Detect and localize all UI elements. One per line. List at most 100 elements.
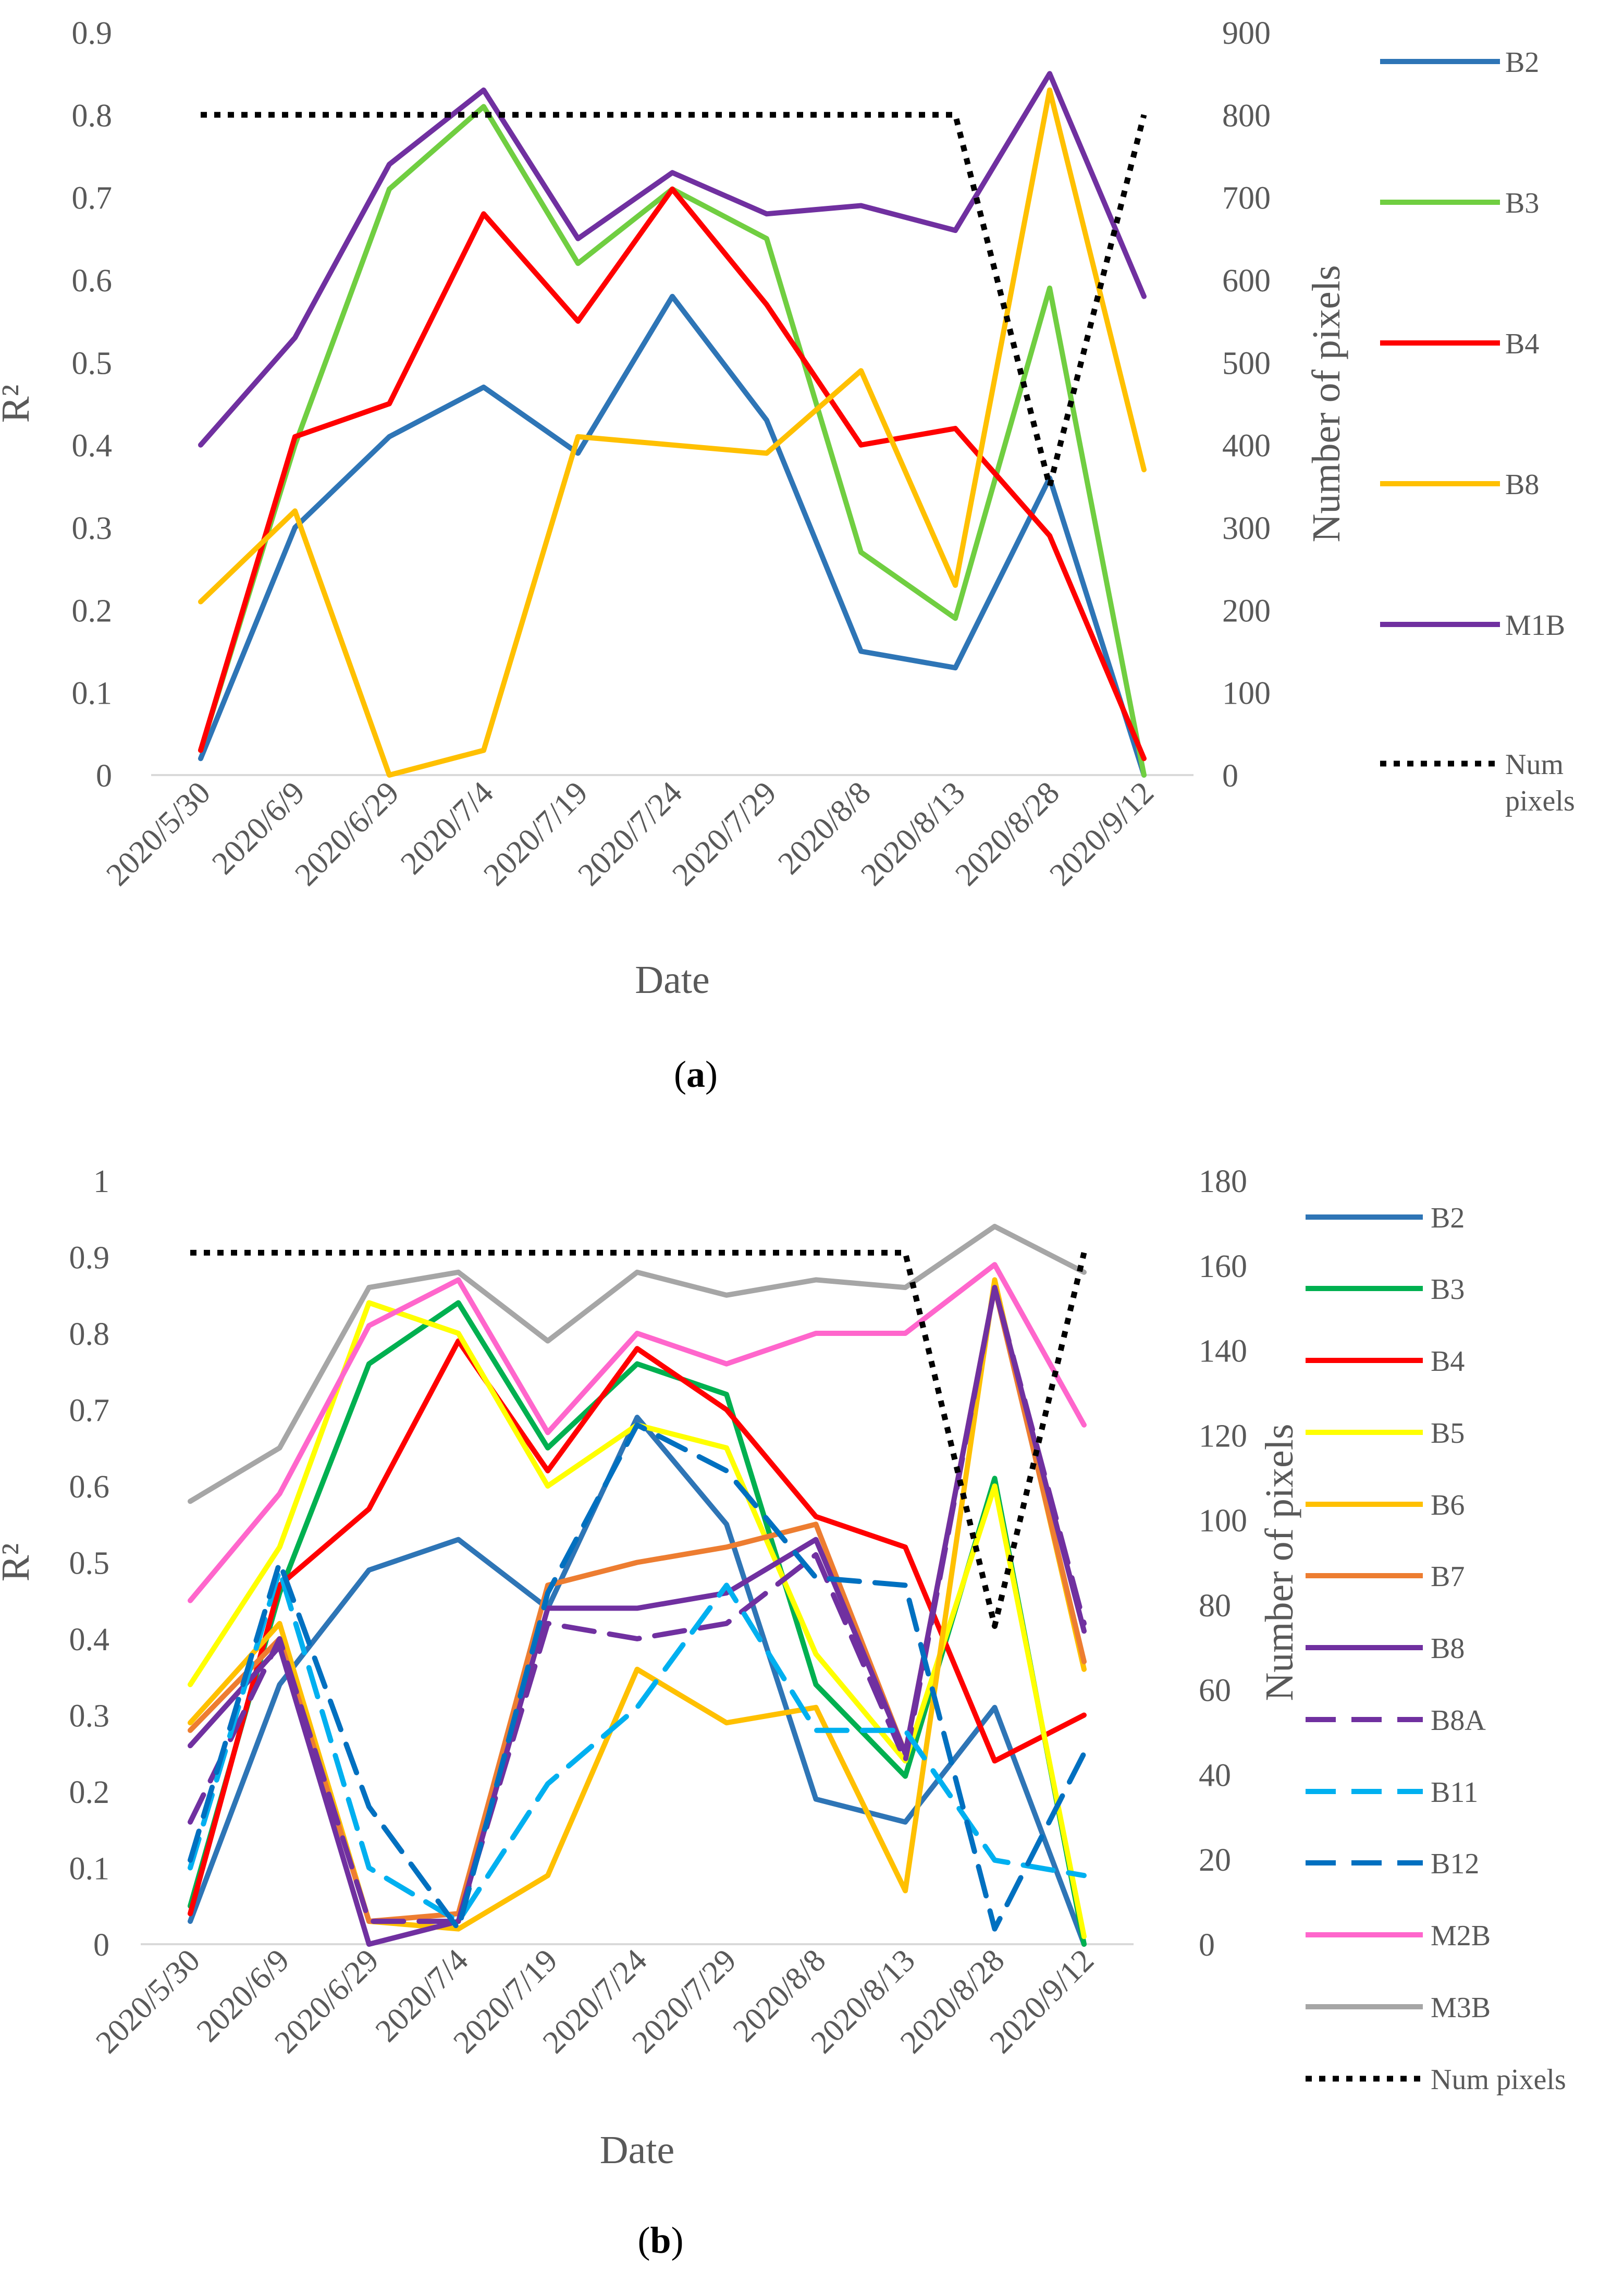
legend-label: B2 — [1431, 1202, 1465, 1234]
legend-entry: M2B — [1306, 1920, 1491, 1952]
y-right-axis-title: Number of pixels — [1305, 265, 1348, 543]
y-right-tick-label: 0 — [1199, 1928, 1215, 1963]
series-line-m2b — [188, 1262, 1087, 1603]
series-line-m1b — [198, 71, 1147, 448]
legend-label: Num — [1505, 748, 1564, 781]
legend-entry: B3 — [1306, 1273, 1465, 1306]
y-tick-label: 0.1 — [69, 1851, 110, 1887]
y-right-tick-label: 40 — [1199, 1758, 1231, 1793]
series-line-b8a — [188, 1285, 1087, 1924]
y-right-tick-label: 100 — [1199, 1503, 1247, 1539]
legend-label: M2B — [1431, 1920, 1491, 1952]
y-tick-label: 0.4 — [72, 428, 113, 464]
x-tick-label: 2020/9/12 — [1043, 775, 1161, 893]
y-right-tick-label: 900 — [1222, 16, 1271, 51]
legend-entry: Num pixels — [1380, 748, 1575, 817]
y-right-tick-label: 100 — [1222, 676, 1271, 711]
legend-entry: M3B — [1306, 1992, 1491, 2024]
legend-entry: B3 — [1380, 187, 1539, 219]
legend-entry: B5 — [1306, 1417, 1465, 1450]
legend-entry: M1B — [1380, 609, 1565, 642]
y-axis-right-ticks: 0 100 200 300 400 500 600 700 800 900 — [1222, 16, 1271, 794]
legend-entry: Num pixels — [1306, 2064, 1566, 2096]
caption-letter: a — [686, 1053, 705, 1095]
series-line-num-pixels — [201, 112, 1147, 489]
legend-label: B6 — [1431, 1489, 1465, 1521]
legend-entry: B8A — [1306, 1704, 1486, 1737]
y-axis-right-ticks: 0 20 40 60 80 100 120 140 160 180 — [1199, 1164, 1247, 1963]
legend-entry: B4 — [1306, 1345, 1465, 1378]
legend-label: B3 — [1431, 1273, 1465, 1306]
y-tick-label: 0.8 — [69, 1317, 110, 1352]
series-line-b4 — [188, 1338, 1087, 1917]
y-tick-label: 0.6 — [72, 263, 113, 299]
y-tick-label: 0 — [96, 758, 112, 794]
x-tick-label: 2020/7/29 — [666, 775, 783, 893]
y-right-tick-label: 300 — [1222, 511, 1271, 546]
panel-caption: (b) — [637, 2219, 683, 2261]
y-right-tick-label: 400 — [1222, 428, 1271, 464]
legend-label: B12 — [1431, 1848, 1479, 1880]
x-axis-title: Date — [635, 958, 709, 1002]
y-tick-label: 0.2 — [69, 1775, 110, 1810]
y-tick-label: 0.5 — [69, 1546, 110, 1581]
legend-label: B8A — [1431, 1704, 1486, 1737]
y-right-tick-label: 200 — [1222, 593, 1271, 629]
y-right-axis-title: Number of pixels — [1258, 1424, 1301, 1701]
series-line-b6 — [188, 1277, 1087, 1932]
y-tick-label: 0 — [93, 1928, 109, 1963]
x-axis-ticks: 2020/5/302020/6/92020/6/292020/7/42020/7… — [89, 1943, 1101, 2060]
x-axis-ticks: 2020/5/302020/6/92020/6/292020/7/42020/7… — [100, 775, 1161, 893]
y-axis-title: R² — [0, 385, 38, 423]
legend-label: M1B — [1505, 609, 1565, 642]
y-axis-title: R² — [0, 1543, 38, 1581]
series-lines — [188, 1223, 1087, 1947]
x-tick-label: 2020/8/28 — [949, 775, 1066, 893]
legend-entry: B8 — [1306, 1633, 1465, 1665]
y-right-tick-label: 140 — [1199, 1334, 1247, 1369]
y-tick-label: 0.2 — [72, 593, 113, 629]
legend-label: B8 — [1505, 469, 1539, 501]
y-right-tick-label: 700 — [1222, 181, 1271, 216]
legend-label: B7 — [1431, 1561, 1465, 1593]
legend-label: B2 — [1505, 46, 1539, 79]
y-right-tick-label: 60 — [1199, 1673, 1231, 1709]
y-tick-label: 0.8 — [72, 98, 113, 133]
y-right-tick-label: 500 — [1222, 346, 1271, 381]
y-tick-label: 0.9 — [69, 1241, 110, 1276]
y-tick-label: 0.4 — [69, 1622, 110, 1658]
x-tick-label: 2020/5/30 — [100, 775, 217, 893]
x-axis-title: Date — [600, 2128, 674, 2172]
y-right-tick-label: 0 — [1222, 758, 1238, 794]
caption-letter: b — [650, 2219, 671, 2261]
y-tick-label: 0.6 — [69, 1469, 110, 1505]
legend-entry: B7 — [1306, 1561, 1465, 1593]
y-tick-label: 0.5 — [72, 346, 113, 381]
legend-entry: B12 — [1306, 1848, 1479, 1880]
caption-paren-close: ) — [671, 2219, 684, 2261]
y-tick-label: 0.9 — [72, 16, 113, 51]
legend-label: Num pixels — [1431, 2064, 1566, 2096]
legend-label: B11 — [1431, 1776, 1478, 1809]
legend-label: B5 — [1431, 1417, 1465, 1450]
series-lines — [198, 71, 1147, 778]
legend: B2 B3 B4 B8 M1B Num pixels — [1380, 46, 1575, 817]
legend-label: B3 — [1505, 187, 1539, 219]
chart-a: 0 0.1 0.2 0.3 0.4 0.5 0.6 0.7 0.8 0.9 0 100 200 300 40… — [0, 16, 1575, 1095]
series-line-b8 — [198, 87, 1147, 778]
legend-label: M3B — [1431, 1992, 1491, 2024]
y-right-tick-label: 80 — [1199, 1588, 1231, 1624]
y-tick-label: 1 — [93, 1164, 109, 1199]
legend-entry: B8 — [1380, 469, 1539, 501]
y-right-tick-label: 600 — [1222, 263, 1271, 299]
y-tick-label: 0.3 — [72, 511, 113, 546]
x-tick-label: 2020/7/19 — [477, 775, 595, 893]
series-line-b2 — [188, 1415, 1087, 1947]
series-line-b4 — [198, 186, 1147, 762]
series-line-b7 — [188, 1285, 1087, 1924]
y-tick-label: 0.3 — [69, 1699, 110, 1734]
y-right-tick-label: 160 — [1199, 1249, 1247, 1284]
series-line-b11 — [188, 1567, 1087, 1924]
legend-label: B8 — [1431, 1633, 1465, 1665]
